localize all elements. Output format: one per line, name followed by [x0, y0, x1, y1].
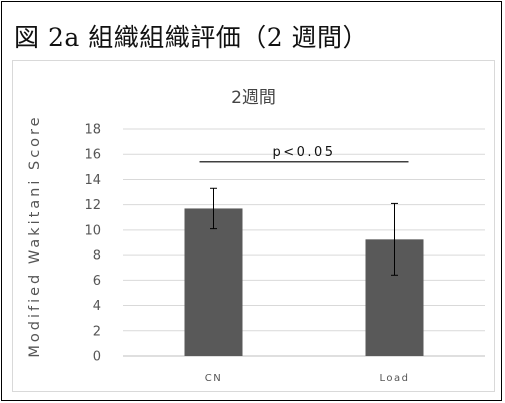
y-tick-label: 6: [93, 274, 101, 289]
y-tick-label: 0: [93, 350, 101, 365]
y-tick-label: 18: [84, 123, 101, 138]
y-tick-label: 16: [84, 148, 101, 163]
y-tick-label: 10: [84, 223, 101, 238]
y-tick-label: 14: [84, 173, 101, 188]
bar-cn: [184, 208, 243, 356]
x-tick-label: CN: [205, 373, 222, 384]
chart-plot: 0 2 4 6 8 10 12 14 16 18 CN Load p<0.05: [84, 123, 485, 384]
significance-label: p<0.05: [272, 145, 335, 160]
y-tick-label: 12: [84, 198, 101, 213]
chart-container: 2週間 Modified Wakitani Score 0 2 4 6 8 10 12 14 1…: [12, 60, 495, 392]
chart-title: 2週間: [231, 88, 276, 108]
y-tick-label: 4: [93, 299, 101, 314]
y-tick-label: 8: [93, 249, 101, 264]
figure-title: 図 2a 組織組織評価（2 週間）: [14, 23, 369, 52]
x-tick-label: Load: [380, 373, 410, 384]
y-tick-label: 2: [93, 324, 101, 339]
